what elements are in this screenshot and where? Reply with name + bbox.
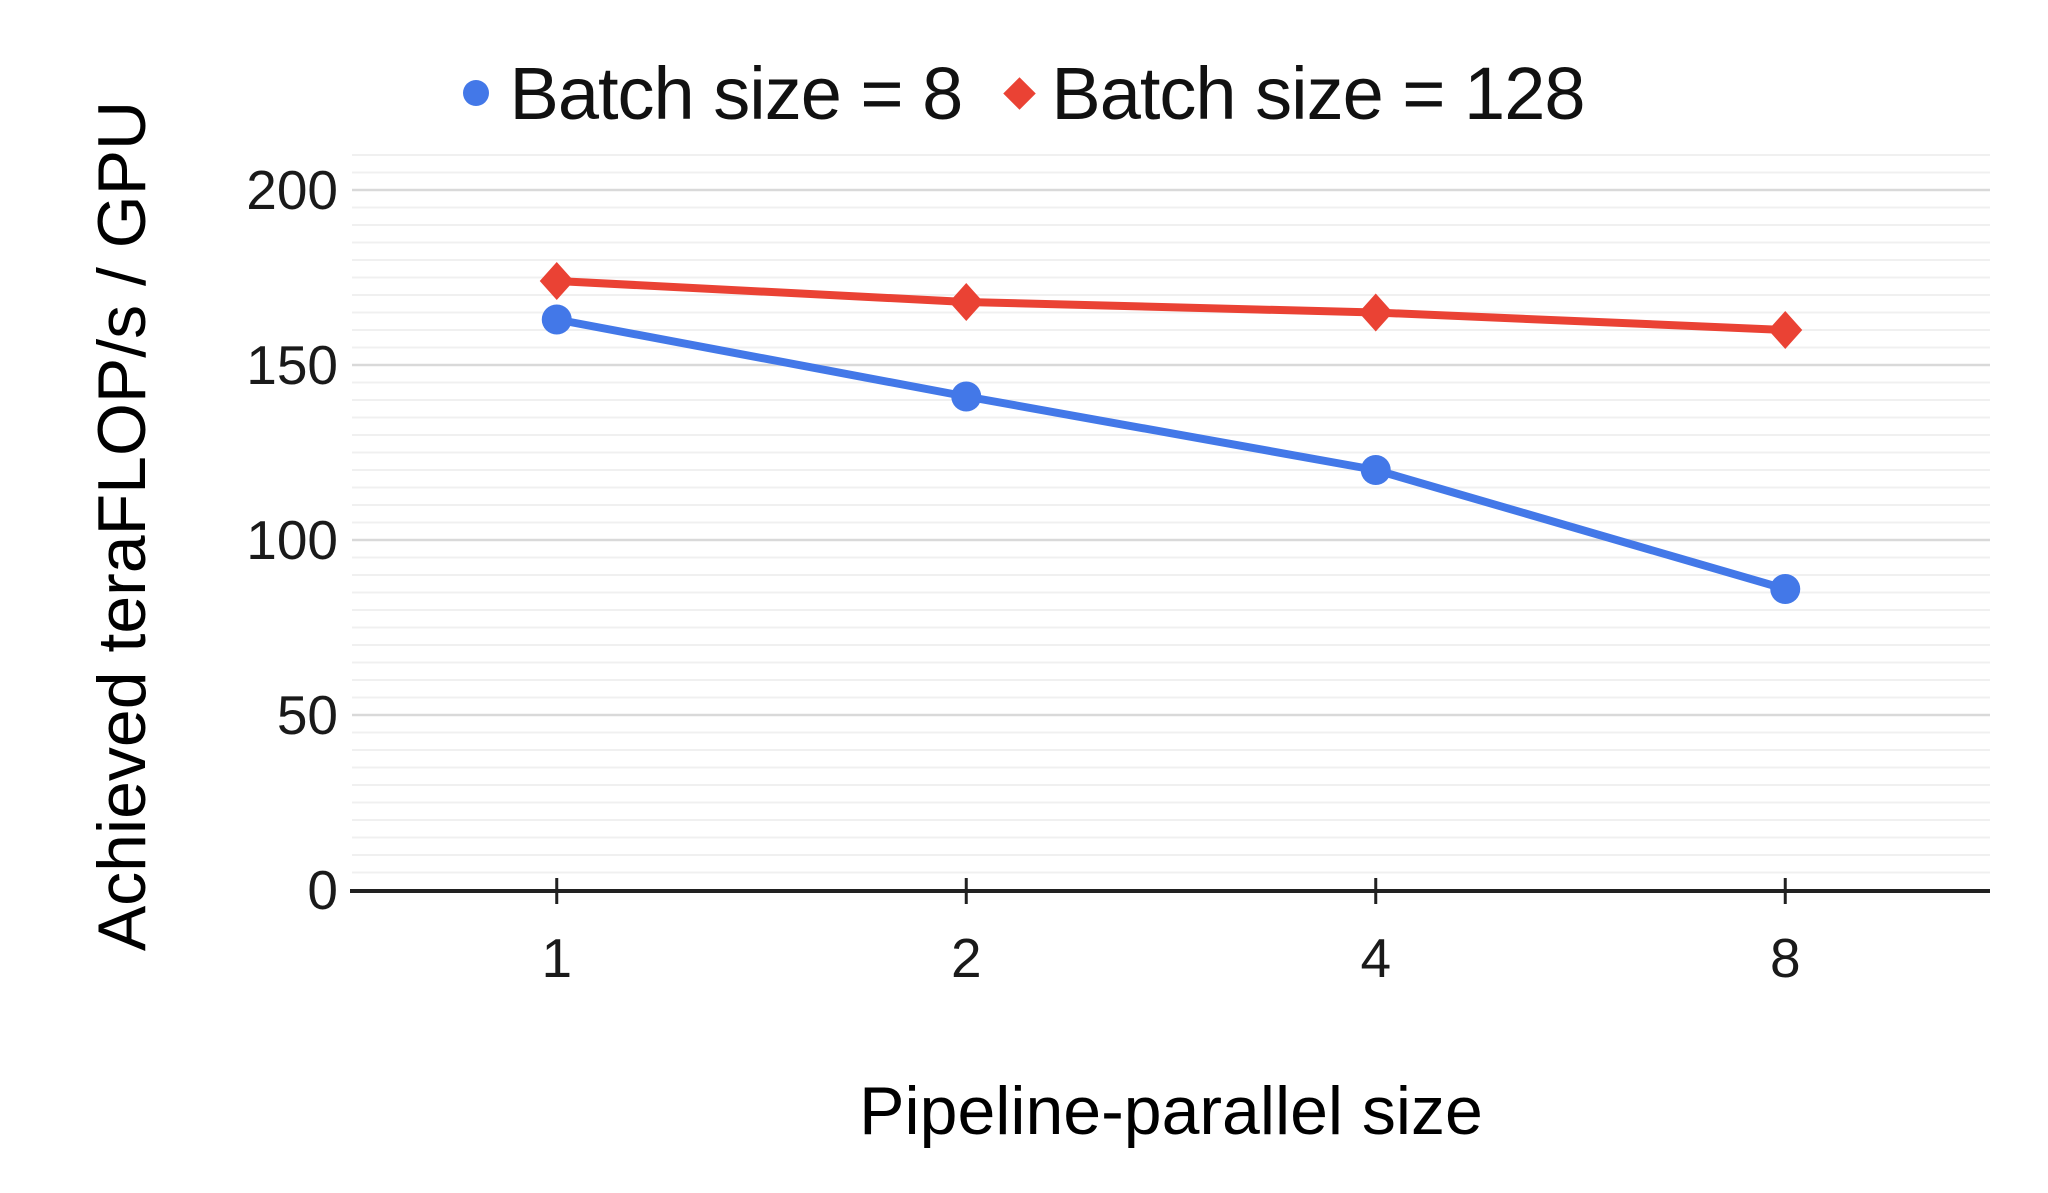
chart-legend: Batch size = 8 Batch size = 128: [0, 48, 2048, 138]
legend-item-batch-128: Batch size = 128: [1003, 51, 1586, 136]
legend-label-batch-8: Batch size = 8: [509, 51, 963, 135]
x-tick-label-1: 1: [541, 927, 572, 989]
series-line-1: [552, 277, 1790, 334]
data-point-circle: [951, 381, 982, 412]
x-tick-label-8: 8: [1770, 927, 1801, 989]
data-point-diamond: [1768, 311, 1803, 349]
x-tick-label-2: 2: [951, 927, 982, 989]
data-point-diamond: [1358, 293, 1393, 332]
legend-item-batch-8: Batch size = 8: [463, 51, 963, 136]
legend-circle-marker-icon: [463, 80, 490, 106]
y-tick-label-150: 150: [246, 334, 338, 396]
y-tick-label-100: 100: [246, 509, 338, 571]
data-point-circle: [1770, 574, 1801, 604]
y-tick-label-50: 50: [277, 684, 338, 746]
data-point-circle: [1360, 455, 1391, 485]
x-tick-label-4: 4: [1360, 927, 1391, 989]
y-tick-label-200: 200: [246, 159, 338, 221]
x-axis-title: Pipeline-parallel size: [859, 1073, 1483, 1149]
data-point-diamond: [539, 262, 574, 300]
y-tick-label-0: 0: [307, 859, 338, 921]
data-point-circle: [541, 304, 572, 335]
data-point-diamond: [949, 283, 984, 321]
series-line-0: [552, 315, 1790, 593]
legend-label-batch-128: Batch size = 128: [1051, 51, 1585, 135]
